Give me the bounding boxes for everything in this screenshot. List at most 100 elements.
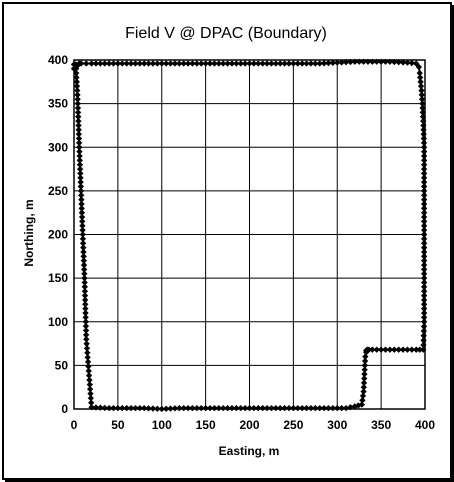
boundary-point [176,60,183,67]
boundary-point [101,60,108,67]
boundary-point [420,253,428,260]
boundary-point [88,404,95,411]
y-tick-label: 250 [48,184,68,198]
boundary-point [386,58,394,65]
boundary-point [114,60,122,67]
boundary-point [351,58,358,65]
boundary-point [420,323,428,330]
boundary-point [360,379,368,386]
boundary-point [259,60,266,67]
y-tick-label: 350 [48,97,68,111]
boundary-point [420,152,428,160]
y-tick-label: 100 [48,315,68,329]
boundary-point [97,404,104,411]
boundary-point [277,404,284,412]
boundary-point [241,404,249,412]
boundary-point [198,404,205,412]
boundary-point [132,404,139,412]
boundary-point [369,346,376,353]
boundary-point [420,183,428,190]
boundary-point [338,404,345,412]
boundary-point [233,404,240,412]
boundary-point [272,60,279,67]
boundary-point [316,404,323,412]
x-tick-labels: 0 50 100 150 200 250 300 350 400 [71,418,436,432]
boundary-point [420,174,428,181]
boundary-point [70,65,78,72]
boundary-point [307,404,315,412]
boundary-point [320,60,328,67]
boundary-point [420,279,428,286]
boundary-point [373,58,380,65]
x-tick-label: 100 [152,418,172,432]
boundary-point [420,144,428,151]
boundary-point [420,192,428,199]
boundary-point [237,60,244,67]
boundary-point [167,60,174,67]
boundary-point [417,83,425,90]
boundary-point [420,222,428,229]
boundary-point [364,58,372,65]
boundary-point [246,404,253,412]
boundary-point [145,60,152,67]
boundary-point [294,404,301,412]
boundary-point [399,346,407,353]
boundary-point [233,60,240,67]
y-tick-label: 200 [48,228,68,242]
boundary-point [419,104,426,112]
boundary-point [361,370,368,378]
boundary-point [420,248,428,256]
boundary-point [342,404,350,412]
boundary-point [70,61,78,68]
boundary-point [420,274,428,282]
boundary-point [228,404,236,412]
boundary-point [237,404,244,412]
boundary-point [141,60,148,67]
boundary-point [294,60,301,67]
boundary-point [420,213,428,221]
boundary-point [285,60,293,67]
boundary-point [420,346,427,353]
boundary-point [338,59,345,66]
boundary-point [377,346,385,353]
boundary-point [298,60,306,67]
boundary-point [255,404,262,412]
boundary-point [329,404,337,412]
boundary-point [420,270,428,277]
boundary-point [356,58,363,65]
y-tick-label: 0 [61,402,68,416]
x-tick-label: 150 [196,418,216,432]
boundary-point [198,60,205,67]
boundary-point [83,60,90,67]
boundary-point [420,196,428,203]
boundary-point [105,60,113,67]
boundary-point [420,130,427,138]
boundary-point [136,60,143,67]
boundary-point [202,60,209,67]
boundary-point [420,283,428,291]
boundary-point [361,357,369,365]
boundary-point [171,405,179,412]
gridlines [73,59,426,410]
boundary-point [303,404,310,412]
boundary-point [420,261,428,269]
boundary-point [162,405,170,412]
boundary-point [241,60,249,67]
chart-title: Field V @ DPAC (Boundary) [125,25,327,42]
boundary-point [320,404,328,412]
boundary-point [386,346,394,353]
boundary-point [420,178,428,186]
boundary-point [211,404,218,412]
boundary-point [285,404,293,412]
boundary-point [418,91,425,99]
boundary-point [420,226,428,234]
boundary-point [141,404,148,412]
boundary-point [281,60,288,67]
boundary-point [110,404,117,412]
boundary-point [329,59,337,67]
boundary-point [88,60,95,67]
boundary-point [420,170,428,177]
boundary-point [145,405,152,412]
boundary-point [97,60,104,67]
